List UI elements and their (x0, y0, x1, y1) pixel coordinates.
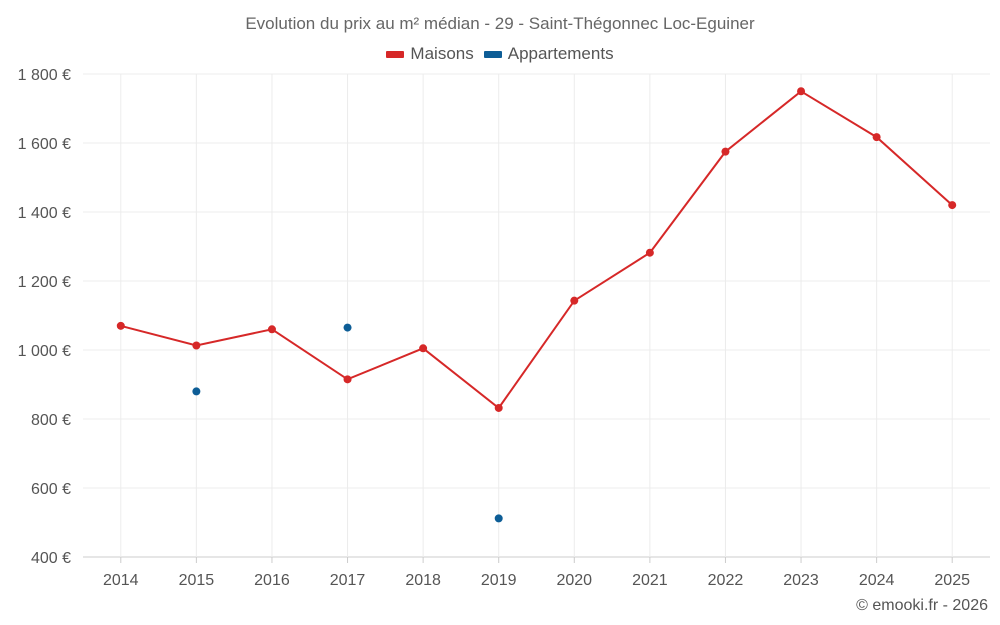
x-tick-label: 2017 (330, 572, 366, 589)
data-point-maisons (645, 248, 654, 257)
data-point-maisons (343, 375, 352, 384)
legend-item-maisons[interactable]: Maisons (386, 44, 474, 64)
credit-text: © emooki.fr - 2026 (856, 597, 988, 614)
y-tick-label: 1 200 € (18, 274, 71, 291)
y-tick-label: 1 600 € (18, 136, 71, 153)
x-tick-label: 2022 (708, 572, 744, 589)
x-tick-label: 2019 (481, 572, 517, 589)
x-tick-label: 2020 (556, 572, 592, 589)
data-point-maisons (116, 321, 125, 330)
y-tick-label: 1 400 € (18, 205, 71, 222)
legend-label-maisons: Maisons (410, 44, 474, 63)
data-point-appartements (494, 514, 503, 523)
x-tick-label: 2015 (179, 572, 215, 589)
data-point-maisons (192, 341, 201, 350)
x-tick-label: 2014 (103, 572, 139, 589)
chart-legend: Maisons Appartements (0, 44, 1000, 64)
legend-label-appartements: Appartements (507, 44, 614, 63)
y-tick-label: 400 € (31, 550, 71, 567)
series-line-maisons (120, 90, 953, 410)
x-tick-label: 2018 (405, 572, 441, 589)
data-point-appartements (343, 323, 352, 332)
data-point-maisons (419, 344, 428, 353)
y-tick-label: 1 000 € (18, 343, 71, 360)
legend-item-appartements[interactable]: Appartements (483, 44, 614, 64)
data-point-maisons (267, 325, 276, 334)
chart-title: Evolution du prix au m² médian - 29 - Sa… (245, 14, 755, 33)
legend-swatch-appartements (483, 50, 502, 58)
legend-swatch-maisons (386, 50, 405, 58)
data-point-maisons (494, 403, 503, 412)
y-tick-label: 600 € (31, 481, 71, 498)
y-tick-label: 800 € (31, 412, 71, 429)
x-tick-label: 2025 (934, 572, 970, 589)
x-tick-label: 2024 (859, 572, 895, 589)
data-point-maisons (570, 296, 579, 305)
x-tick-label: 2023 (783, 572, 819, 589)
data-point-maisons (872, 133, 881, 142)
y-tick-label: 1 800 € (18, 67, 71, 84)
data-point-appartements (192, 387, 201, 396)
data-point-maisons (721, 147, 730, 156)
x-tick-label: 2016 (254, 572, 290, 589)
data-point-maisons (948, 201, 957, 210)
x-tick-label: 2021 (632, 572, 668, 589)
data-point-maisons (797, 87, 806, 96)
